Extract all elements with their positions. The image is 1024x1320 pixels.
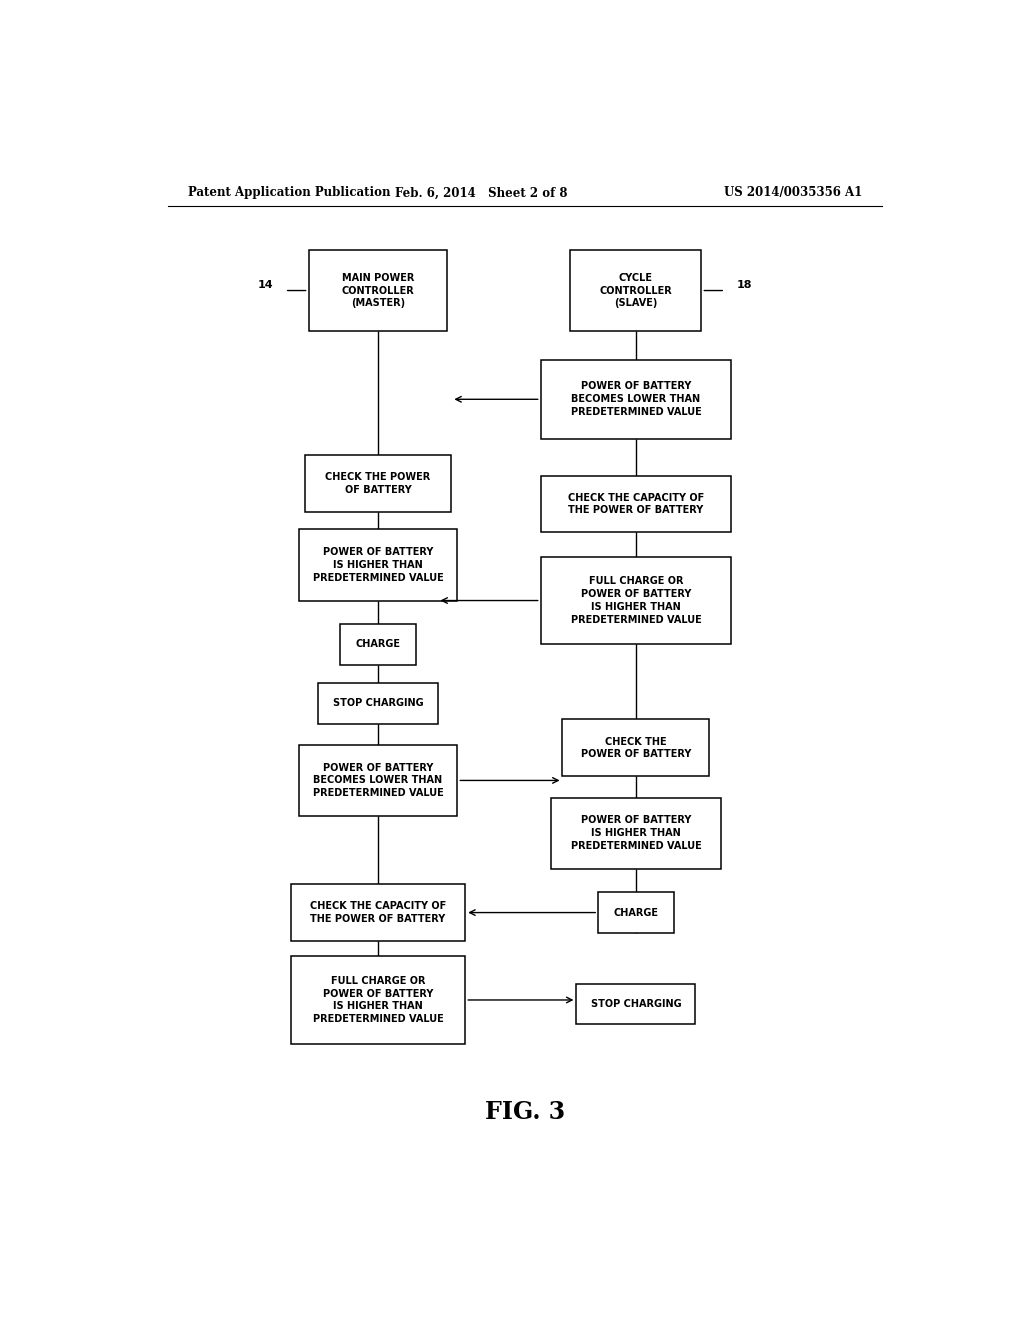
Bar	[562, 719, 710, 776]
Bar	[308, 249, 447, 331]
Bar	[299, 529, 458, 601]
Text: POWER OF BATTERY
BECOMES LOWER THAN
PREDETERMINED VALUE: POWER OF BATTERY BECOMES LOWER THAN PRED…	[312, 763, 443, 799]
Bar	[304, 455, 452, 512]
Text: POWER OF BATTERY
BECOMES LOWER THAN
PREDETERMINED VALUE: POWER OF BATTERY BECOMES LOWER THAN PRED…	[570, 381, 701, 417]
Text: Feb. 6, 2014   Sheet 2 of 8: Feb. 6, 2014 Sheet 2 of 8	[395, 186, 567, 199]
Text: MAIN POWER
CONTROLLER
(MASTER): MAIN POWER CONTROLLER (MASTER)	[342, 273, 415, 309]
Text: STOP CHARGING: STOP CHARGING	[333, 698, 423, 709]
Text: CYCLE
CONTROLLER
(SLAVE): CYCLE CONTROLLER (SLAVE)	[599, 273, 673, 309]
Bar	[570, 249, 701, 331]
Bar	[299, 744, 458, 816]
Text: CHECK THE CAPACITY OF
THE POWER OF BATTERY: CHECK THE CAPACITY OF THE POWER OF BATTE…	[567, 492, 705, 515]
Bar	[541, 557, 731, 644]
Text: CHARGE: CHARGE	[355, 639, 400, 649]
Text: STOP CHARGING: STOP CHARGING	[591, 999, 681, 1008]
Text: CHARGE: CHARGE	[613, 908, 658, 917]
Text: US 2014/0035356 A1: US 2014/0035356 A1	[724, 186, 862, 199]
Text: CHECK THE CAPACITY OF
THE POWER OF BATTERY: CHECK THE CAPACITY OF THE POWER OF BATTE…	[310, 902, 446, 924]
Text: CHECK THE POWER
OF BATTERY: CHECK THE POWER OF BATTERY	[326, 473, 431, 495]
Bar	[291, 884, 465, 941]
Bar	[541, 475, 731, 532]
Text: Patent Application Publication: Patent Application Publication	[187, 186, 390, 199]
Bar	[598, 892, 674, 933]
Text: 18: 18	[737, 280, 753, 290]
Bar	[551, 797, 721, 869]
Text: FULL CHARGE OR
POWER OF BATTERY
IS HIGHER THAN
PREDETERMINED VALUE: FULL CHARGE OR POWER OF BATTERY IS HIGHE…	[312, 975, 443, 1024]
Bar	[340, 624, 416, 664]
Text: FULL CHARGE OR
POWER OF BATTERY
IS HIGHER THAN
PREDETERMINED VALUE: FULL CHARGE OR POWER OF BATTERY IS HIGHE…	[570, 577, 701, 624]
Text: POWER OF BATTERY
IS HIGHER THAN
PREDETERMINED VALUE: POWER OF BATTERY IS HIGHER THAN PREDETER…	[312, 548, 443, 582]
Text: 14: 14	[257, 280, 272, 290]
Bar	[541, 359, 731, 440]
Bar	[577, 983, 695, 1024]
Text: CHECK THE
POWER OF BATTERY: CHECK THE POWER OF BATTERY	[581, 737, 691, 759]
Text: FIG. 3: FIG. 3	[484, 1100, 565, 1123]
Bar	[318, 682, 437, 723]
Bar	[291, 956, 465, 1044]
Text: POWER OF BATTERY
IS HIGHER THAN
PREDETERMINED VALUE: POWER OF BATTERY IS HIGHER THAN PREDETER…	[570, 816, 701, 851]
